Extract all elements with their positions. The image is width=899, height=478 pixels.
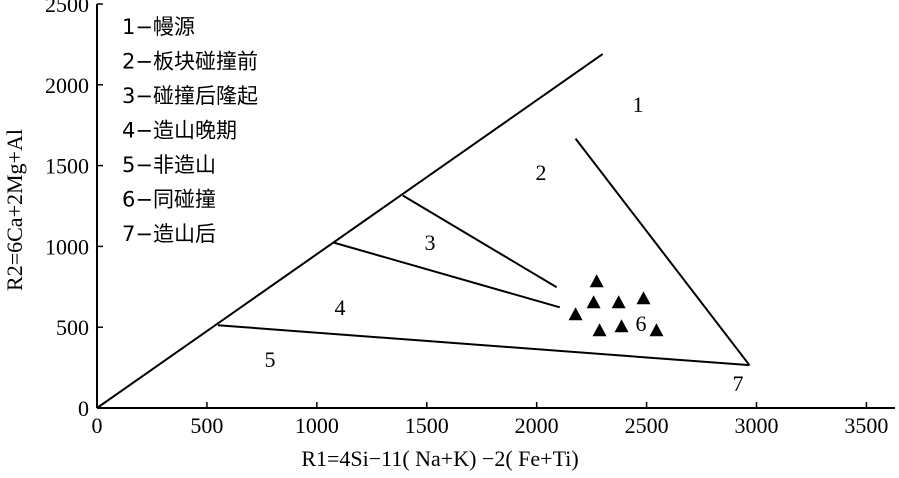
x-axis-label: R1=4Si−11( Na+K) −2( Fe+Ti): [301, 446, 578, 471]
triangle-point: [611, 295, 626, 309]
triangle-point: [589, 274, 604, 288]
legend-entry: 4−造山晚期: [122, 119, 237, 143]
legend-entry: 2−板块碰撞前: [122, 50, 258, 74]
legend-entry: 6−同碰撞: [122, 188, 216, 212]
x-tick-label: 1500: [405, 413, 449, 438]
x-tick-label: 0: [92, 413, 103, 438]
region-label: 7: [733, 371, 744, 396]
legend-entry: 3−碰撞后隆起: [122, 84, 258, 108]
triangle-point: [586, 295, 601, 309]
y-axis-label: R2=6Ca+2Mg+Al: [2, 129, 27, 291]
region-label: 4: [335, 295, 346, 320]
triangle-point: [568, 307, 583, 321]
legend-entry: 5−非造山: [122, 153, 216, 177]
y-tick-label: 2000: [45, 73, 89, 98]
boundary-line: [217, 324, 750, 367]
boundary-line: [574, 138, 751, 366]
triangle-point: [636, 291, 651, 305]
y-tick-label: 500: [56, 315, 89, 340]
x-tick-label: 3500: [844, 413, 888, 438]
region-label: 3: [425, 230, 436, 255]
x-tick-label: 3000: [735, 413, 779, 438]
y-tick-label: 2500: [45, 0, 89, 17]
x-tick-label: 2000: [515, 413, 559, 438]
boundary-line: [332, 241, 561, 309]
region-labels: 1 2 3 4 5 6 7: [265, 92, 744, 396]
x-tick-label: 1000: [295, 413, 339, 438]
y-tick-label: 1500: [45, 154, 89, 179]
y-tick-label: 1000: [45, 234, 89, 259]
region-label: 2: [536, 160, 547, 185]
region-label: 5: [265, 347, 276, 372]
x-tick-label: 500: [190, 413, 223, 438]
boundary-line: [96, 53, 604, 409]
triangle-point: [614, 319, 629, 333]
triangle-point: [592, 323, 607, 337]
region-label: 6: [636, 311, 647, 336]
legend-entry: 7−造山后: [122, 222, 216, 246]
triangle-point: [649, 323, 664, 337]
y-tick-label: 0: [78, 396, 89, 421]
x-tick-label: 2500: [625, 413, 669, 438]
region-label: 1: [633, 92, 644, 117]
legend-entry: 1−幔源: [122, 15, 195, 39]
boundary-line: [402, 194, 558, 289]
